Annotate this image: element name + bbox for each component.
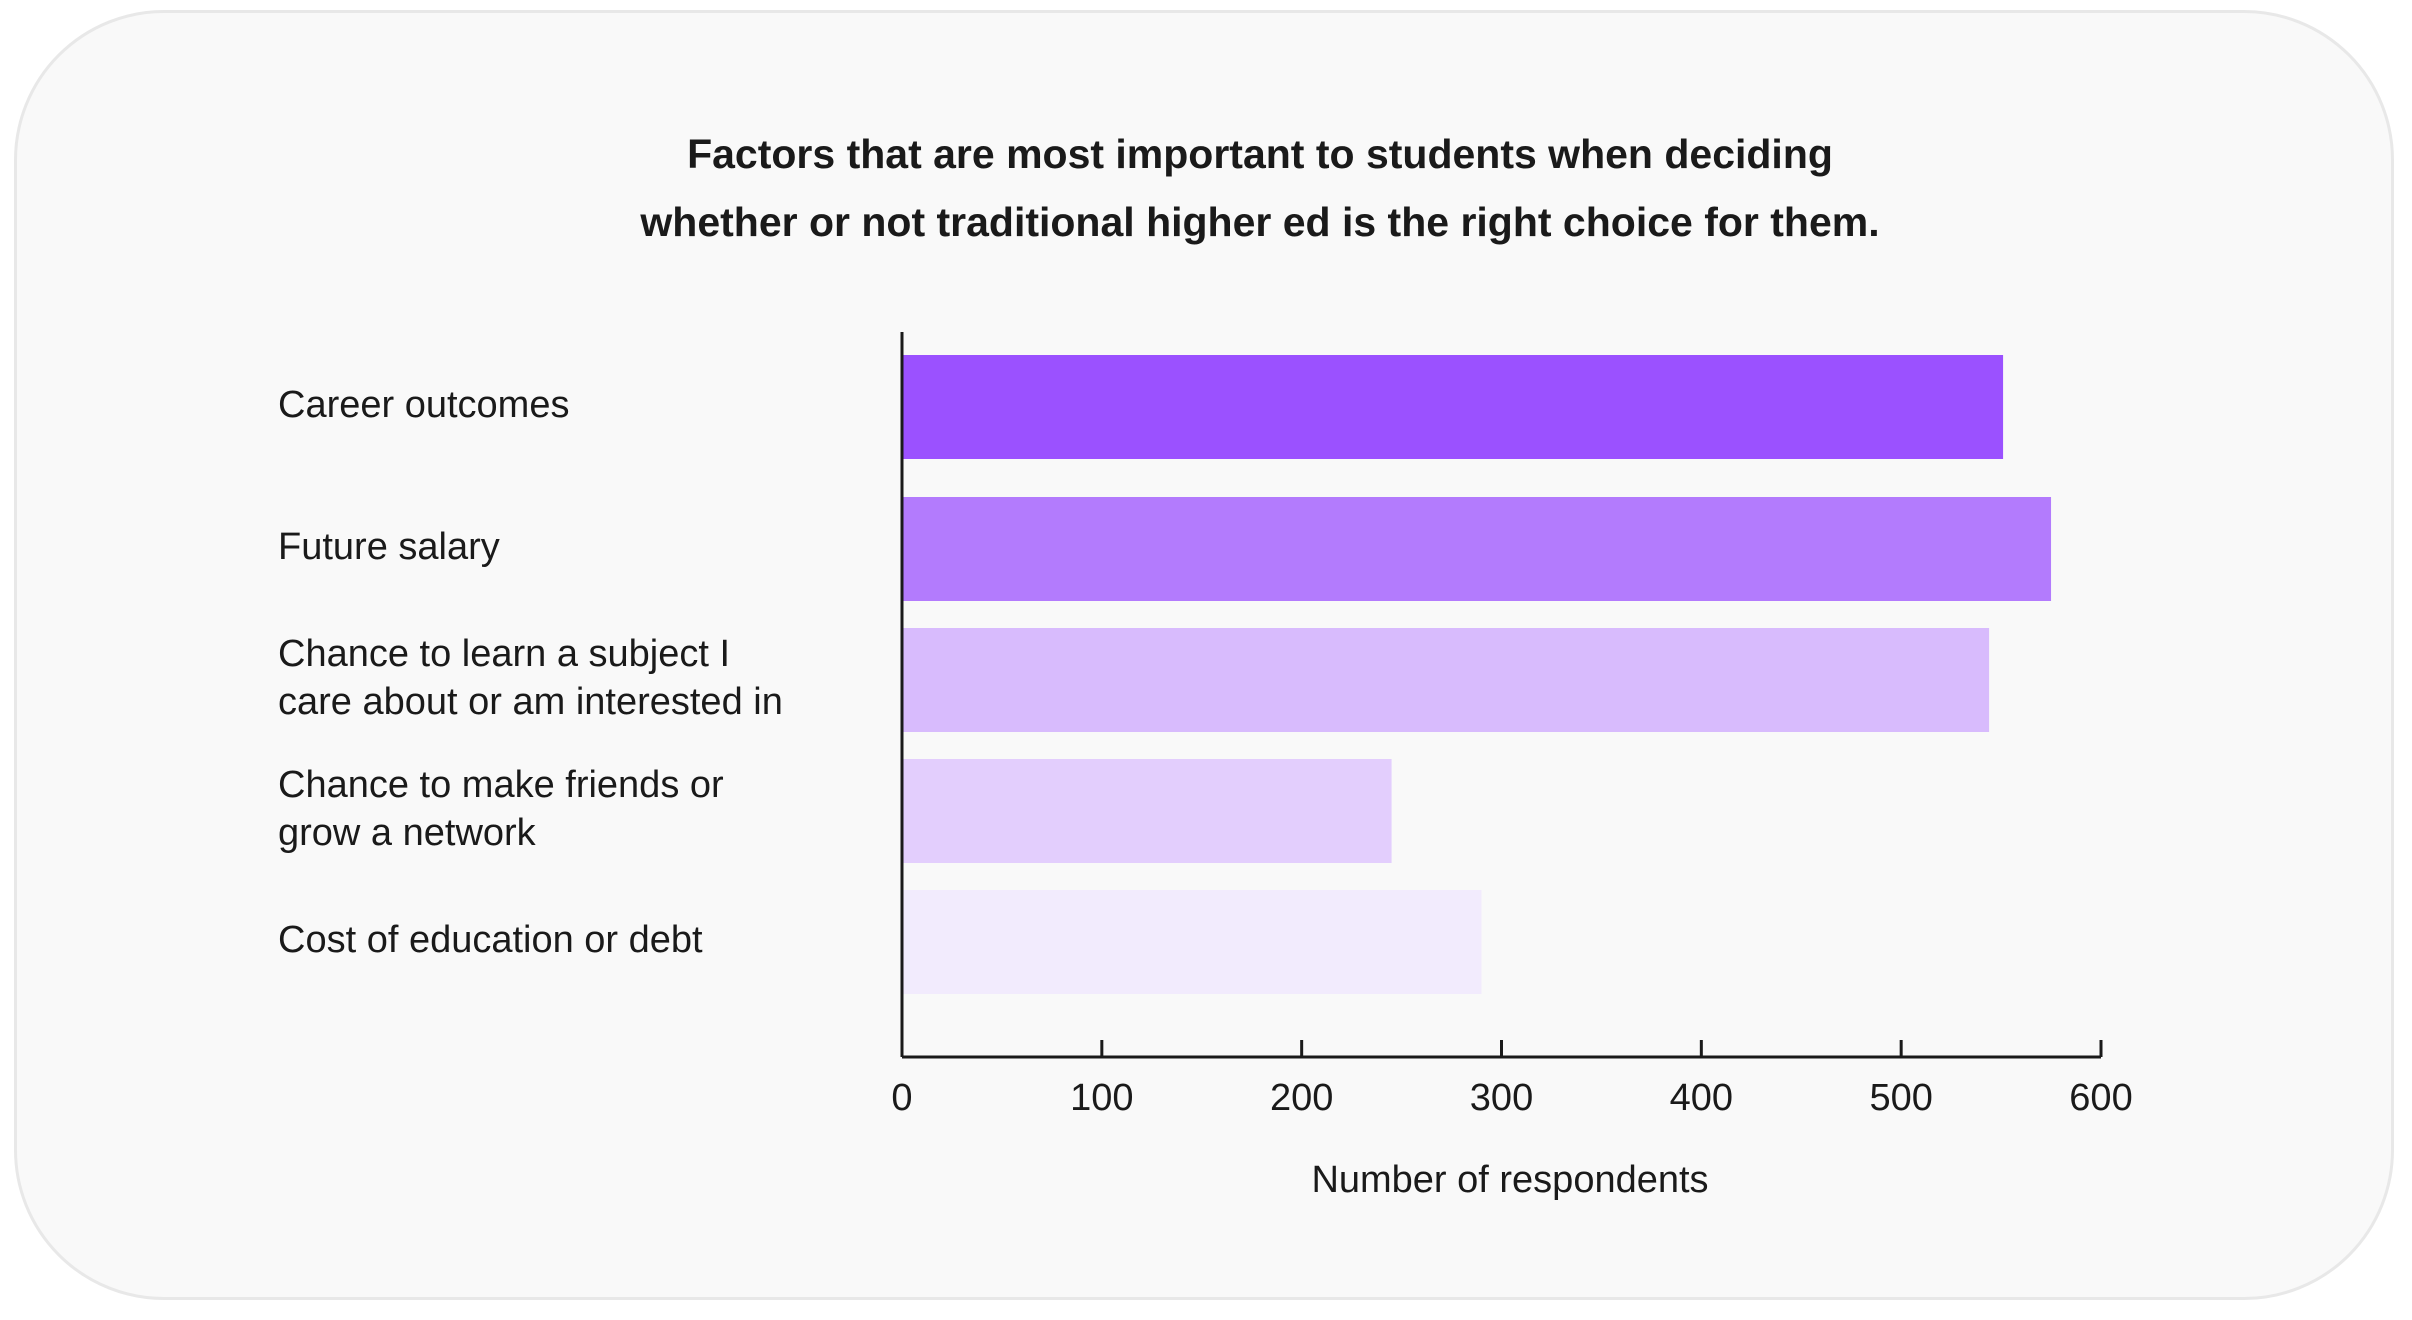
category-label-5: Cost of education or debt (278, 919, 703, 961)
x-ticks-group: 0 100 200 300 400 500 600 (891, 1040, 2133, 1119)
bars-group (902, 355, 2052, 994)
bar-3 (902, 628, 1990, 732)
category-label-3-line-2: care about or am interested in (278, 681, 783, 723)
x-tick-label-300: 300 (1470, 1077, 1533, 1119)
category-label-1: Career outcomes (278, 384, 569, 426)
chart-title-line-1: Factors that are most important to stude… (687, 131, 1833, 177)
x-tick-label-500: 500 (1869, 1077, 1932, 1119)
bar-1 (902, 355, 2004, 459)
category-label-4-line-1: Chance to make friends or (278, 764, 724, 806)
category-labels-group: Career outcomes Future salary Chance to le… (278, 384, 783, 961)
bar-5 (902, 890, 1482, 994)
x-tick-label-400: 400 (1670, 1077, 1733, 1119)
x-tick-label-0: 0 (891, 1077, 912, 1119)
category-label-3-line-1: Chance to learn a subject I (278, 633, 730, 675)
bar-2 (902, 497, 2052, 601)
x-tick-label-200: 200 (1270, 1077, 1333, 1119)
x-tick-label-100: 100 (1070, 1077, 1133, 1119)
x-axis-title: Number of respondents (1311, 1159, 1708, 1201)
chart-title-line-2: whether or not traditional higher ed is … (640, 199, 1880, 245)
category-label-3: Chance to learn a subject I care about or… (278, 633, 783, 723)
bar-4 (902, 759, 1392, 863)
category-label-2: Future salary (278, 526, 500, 568)
category-label-4-line-2: grow a network (278, 812, 537, 854)
chart-title: Factors that are most important to stude… (0, 120, 2412, 256)
category-label-1-line-1: Career outcomes (278, 384, 569, 426)
category-label-2-line-1: Future salary (278, 526, 500, 568)
category-label-4: Chance to make friends or grow a network (278, 764, 724, 854)
x-tick-label-600: 600 (2069, 1077, 2132, 1119)
category-label-5-line-1: Cost of education or debt (278, 919, 703, 961)
